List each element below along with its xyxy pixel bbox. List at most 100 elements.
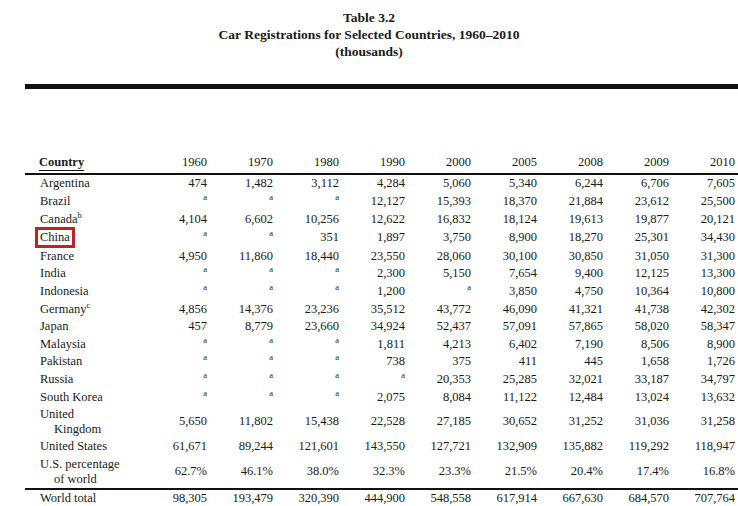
value-cell: 6,602 (217, 210, 283, 228)
value-cell: 15,393 (415, 193, 481, 211)
value-cell: 46,090 (481, 300, 547, 318)
value-cell: a (217, 193, 283, 211)
country-cell: Pakistan (25, 353, 151, 371)
value-cell: 444,900 (349, 490, 415, 506)
value-cell: 28,060 (415, 247, 481, 265)
value-cell: 41,321 (547, 300, 613, 318)
value-cell: 320,390 (283, 490, 349, 506)
value-cell: 411 (481, 353, 547, 371)
table-body: Argentina4741,4823,1124,2845,0605,3406,2… (25, 175, 738, 506)
value-cell: a (151, 193, 217, 211)
value-cell: a (283, 335, 349, 353)
value-cell: 31,252 (547, 406, 613, 438)
value-cell: 132,909 (481, 438, 547, 456)
table-units: (thousands) (0, 43, 738, 60)
footnote-marker: a (203, 370, 207, 380)
value-cell: 30,652 (481, 406, 547, 438)
value-cell: 98,305 (151, 490, 217, 506)
footnote-marker: a (203, 228, 207, 238)
value-cell: 18,270 (547, 228, 613, 248)
value-cell: 20,121 (679, 210, 738, 228)
country-cell: India (25, 265, 151, 283)
value-cell: a (217, 265, 283, 283)
value-cell: 13,024 (613, 388, 679, 406)
value-cell: 30,100 (481, 247, 547, 265)
value-cell: a (217, 335, 283, 353)
value-cell: 5,150 (415, 265, 481, 283)
footnote-marker: a (203, 282, 207, 292)
header-year-1960: 1960 (151, 84, 217, 175)
value-cell: 12,484 (547, 388, 613, 406)
footnote-marker: a (269, 387, 273, 397)
value-cell: 20.4% (547, 455, 613, 489)
value-cell: 18,124 (481, 210, 547, 228)
table-header-row: Country 19601970198019902000200520082009… (25, 84, 738, 175)
value-cell: 42,302 (679, 300, 738, 318)
value-cell: 1,811 (349, 335, 415, 353)
value-cell: 127,721 (415, 438, 481, 456)
value-cell: 375 (415, 353, 481, 371)
value-cell: 8,506 (613, 335, 679, 353)
value-cell: 3,750 (415, 228, 481, 248)
value-cell: 1,482 (217, 175, 283, 193)
value-cell: a (283, 265, 349, 283)
value-cell: 1,200 (349, 283, 415, 301)
table-row: Malaysiaaaa1,8114,2136,4027,1908,5068,90… (25, 335, 738, 353)
footnote-marker: a (335, 387, 339, 397)
value-cell: 23,550 (349, 247, 415, 265)
table-row: U.S. percentageof world62.7%46.1%38.0%32… (25, 455, 738, 489)
value-cell: 57,091 (481, 318, 547, 336)
table-row: Argentina4741,4823,1124,2845,0605,3406,2… (25, 175, 738, 193)
value-cell: 8,779 (217, 318, 283, 336)
table-row: Japan4578,77923,66034,92452,43757,09157,… (25, 318, 738, 336)
header-year-2005: 2005 (481, 84, 547, 175)
value-cell: 14,376 (217, 300, 283, 318)
value-cell: a (151, 371, 217, 389)
value-cell: 16,832 (415, 210, 481, 228)
value-cell: 8,900 (679, 335, 738, 353)
value-cell: a (217, 228, 283, 248)
country-cell: U.S. percentageof world (25, 455, 151, 489)
header-year-2009: 2009 (613, 84, 679, 175)
table-row: Russiaaaaa20,35325,28532,02133,18734,797… (25, 371, 738, 389)
value-cell: 707,764 (679, 490, 738, 506)
value-cell: 7,605 (679, 175, 738, 193)
footnote-marker: a (269, 352, 273, 362)
table-row: Germanyc4,85614,37623,23635,51243,77246,… (25, 300, 738, 318)
value-cell: a (349, 371, 415, 389)
country-cell: Japan (25, 318, 151, 336)
value-cell: 13,632 (679, 388, 738, 406)
table-row: France4,95011,86018,44023,55028,06030,10… (25, 247, 738, 265)
header-year-2008: 2008 (547, 84, 613, 175)
value-cell: 22,528 (349, 406, 415, 438)
value-cell: a (415, 283, 481, 301)
value-cell: 16.8% (679, 455, 738, 489)
value-cell: 5,060 (415, 175, 481, 193)
value-cell: 617,914 (481, 490, 547, 506)
value-cell: a (283, 353, 349, 371)
country-cell: Russia (25, 371, 151, 389)
value-cell: 119,292 (613, 438, 679, 456)
value-cell: 17.4% (613, 455, 679, 489)
value-cell: 5,650 (151, 406, 217, 438)
value-cell: 58,020 (613, 318, 679, 336)
value-cell: a (283, 371, 349, 389)
value-cell: 8,084 (415, 388, 481, 406)
value-cell: 33,187 (613, 371, 679, 389)
value-cell: 4,950 (151, 247, 217, 265)
value-cell: 121,601 (283, 438, 349, 456)
value-cell: 10,256 (283, 210, 349, 228)
value-cell: 23.3% (415, 455, 481, 489)
value-cell: 684,570 (613, 490, 679, 506)
value-cell: a (217, 371, 283, 389)
value-cell: 31,300 (679, 247, 738, 265)
value-cell: 25,285 (481, 371, 547, 389)
footnote-marker: a (203, 335, 207, 345)
value-cell: 34,924 (349, 318, 415, 336)
country-cell: Indonesia (25, 283, 151, 301)
value-cell: 18,370 (481, 193, 547, 211)
table-row: South Koreaaaa2,0758,08411,12212,48413,0… (25, 388, 738, 406)
country-cell: UnitedKingdom (25, 406, 151, 438)
value-cell: 2,300 (349, 265, 415, 283)
footnote-marker: a (269, 335, 273, 345)
